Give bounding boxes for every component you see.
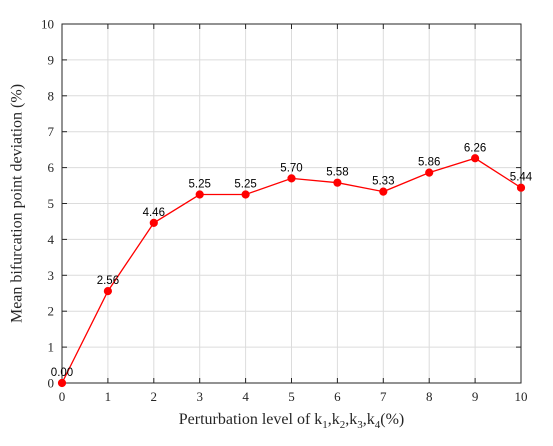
- data-point: [516, 183, 526, 192]
- x-tick-label: 5: [288, 389, 295, 404]
- x-axis-label-part: (%): [380, 411, 404, 428]
- y-tick-label: 8: [48, 88, 55, 103]
- y-tick-label: 9: [48, 52, 55, 67]
- data-point: [287, 174, 296, 183]
- x-tick-label: 4: [242, 389, 249, 404]
- y-tick-label: 7: [48, 124, 55, 139]
- y-tick-label: 6: [48, 160, 55, 175]
- x-axis-label-subscript: 1: [322, 419, 328, 431]
- x-axis-label-part: Perturbation level of k: [179, 411, 323, 428]
- data-label: 5.44: [510, 172, 533, 184]
- y-tick-label: 5: [48, 196, 55, 211]
- y-tick-label: 2: [48, 304, 55, 319]
- grid: [61, 23, 522, 384]
- data-labels: 0.00 2.56 4.46 5.25 5.25 5.70 5.58 5.33 5.86 6.26…: [51, 142, 533, 379]
- data-point: [379, 187, 388, 196]
- data-point: [425, 168, 434, 177]
- data-label: 6.26: [464, 142, 486, 154]
- data-point: [195, 190, 204, 199]
- data-label: 5.70: [280, 162, 302, 174]
- data-label: 2.56: [97, 275, 119, 287]
- x-tick-label: 10: [515, 389, 528, 404]
- data-label: 0.00: [51, 367, 73, 379]
- x-tick-label: 9: [472, 389, 479, 404]
- series-group: [57, 154, 526, 388]
- y-tick-label: 3: [48, 268, 55, 283]
- data-label: 5.58: [326, 167, 348, 179]
- data-label: 5.25: [234, 179, 256, 191]
- x-tick-label: 2: [151, 389, 158, 404]
- x-axis-label-subscript: 2: [340, 419, 346, 431]
- x-tick-label: 0: [59, 389, 66, 404]
- x-tick-label: 6: [334, 389, 341, 404]
- x-axis-label-subscript: 3: [357, 419, 363, 431]
- data-point: [241, 190, 250, 199]
- y-tick-label: 4: [48, 232, 55, 247]
- x-axis-label-part: ,k: [328, 411, 340, 428]
- x-axis-label-subscript: 4: [375, 419, 381, 431]
- data-label: 5.33: [372, 176, 394, 188]
- data-label: 5.86: [418, 157, 440, 169]
- x-tick-label: 7: [380, 389, 387, 404]
- y-axis-label: Mean bifurcation point deviation (%): [9, 84, 26, 323]
- x-axis-label-part: ,k: [345, 411, 357, 428]
- x-axis-label: Perturbation level of k1,k2,k3,k4(%): [179, 411, 405, 431]
- data-point: [333, 178, 342, 187]
- axis-ticks: 0 1 2 3 4 5 6 7 8 9 10 0 1 2 3 4 5 6 7 8 9 10: [41, 17, 528, 405]
- data-point: [57, 378, 67, 388]
- x-tick-label: 1: [105, 389, 112, 404]
- data-label: 5.25: [189, 179, 211, 191]
- y-tick-label: 0: [48, 376, 55, 391]
- x-tick-label: 8: [426, 389, 433, 404]
- data-label: 4.46: [143, 207, 165, 219]
- x-tick-label: 3: [196, 389, 203, 404]
- data-point: [149, 218, 158, 227]
- x-axis-label-part: ,k: [363, 411, 375, 428]
- data-point: [471, 154, 480, 163]
- y-tick-label: 1: [48, 340, 55, 355]
- data-point: [103, 286, 113, 296]
- y-tick-label: 10: [41, 17, 54, 32]
